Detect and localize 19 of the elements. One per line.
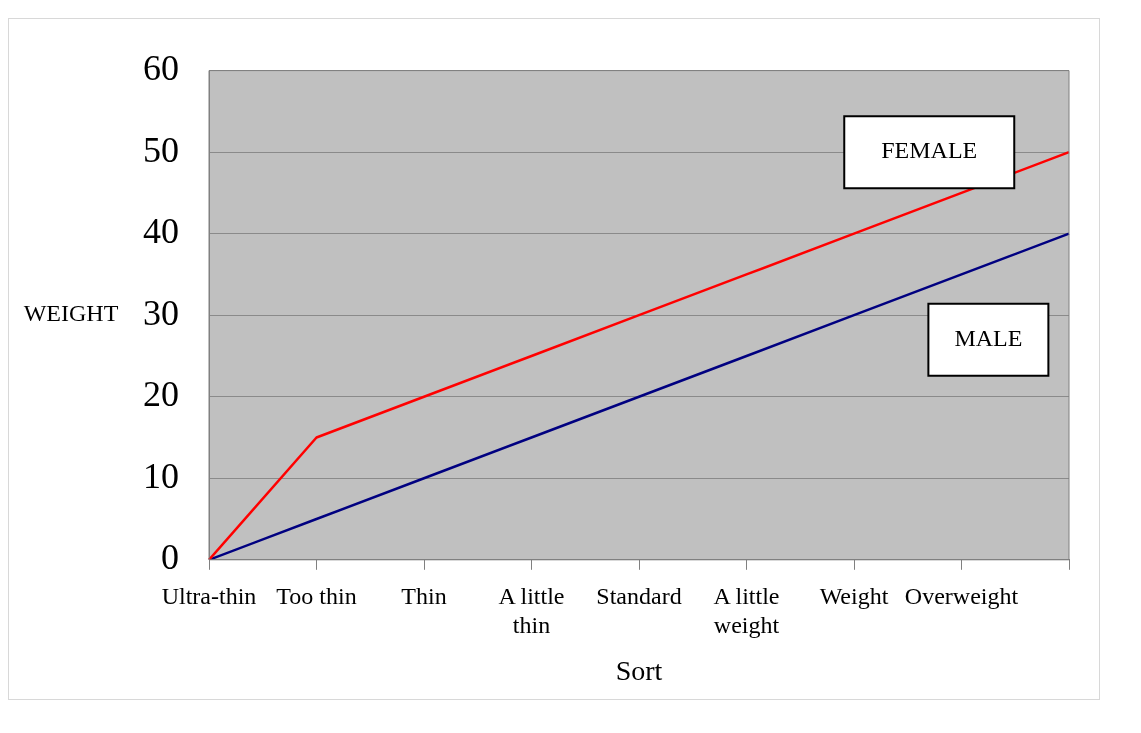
x-tick-label: Weight (819, 583, 889, 610)
x-tick-label: Ultra-thin (161, 583, 257, 610)
y-tick-label: 50 (143, 129, 179, 170)
series-label: MALE (954, 324, 1023, 351)
series-label: FEMALE (881, 137, 978, 164)
y-tick-label: 0 (161, 537, 179, 578)
x-tick-label: Too thin (276, 583, 357, 610)
y-tick-label: 60 (143, 48, 179, 89)
x-axis-title: Sort (615, 654, 663, 686)
x-tick-label: A little thin (498, 583, 565, 639)
x-tick-label: Overweight (904, 583, 1019, 610)
y-tick-label: 30 (143, 292, 179, 333)
x-tick-label: Thin (401, 583, 447, 610)
x-tick-label: A little weight (713, 583, 780, 639)
y-tick-label: 10 (143, 455, 179, 496)
y-axis-title: WEIGHT (23, 300, 119, 327)
y-tick-label: 40 (143, 211, 179, 252)
x-tick-label: Standard (596, 583, 682, 610)
y-tick-label: 20 (143, 374, 179, 415)
